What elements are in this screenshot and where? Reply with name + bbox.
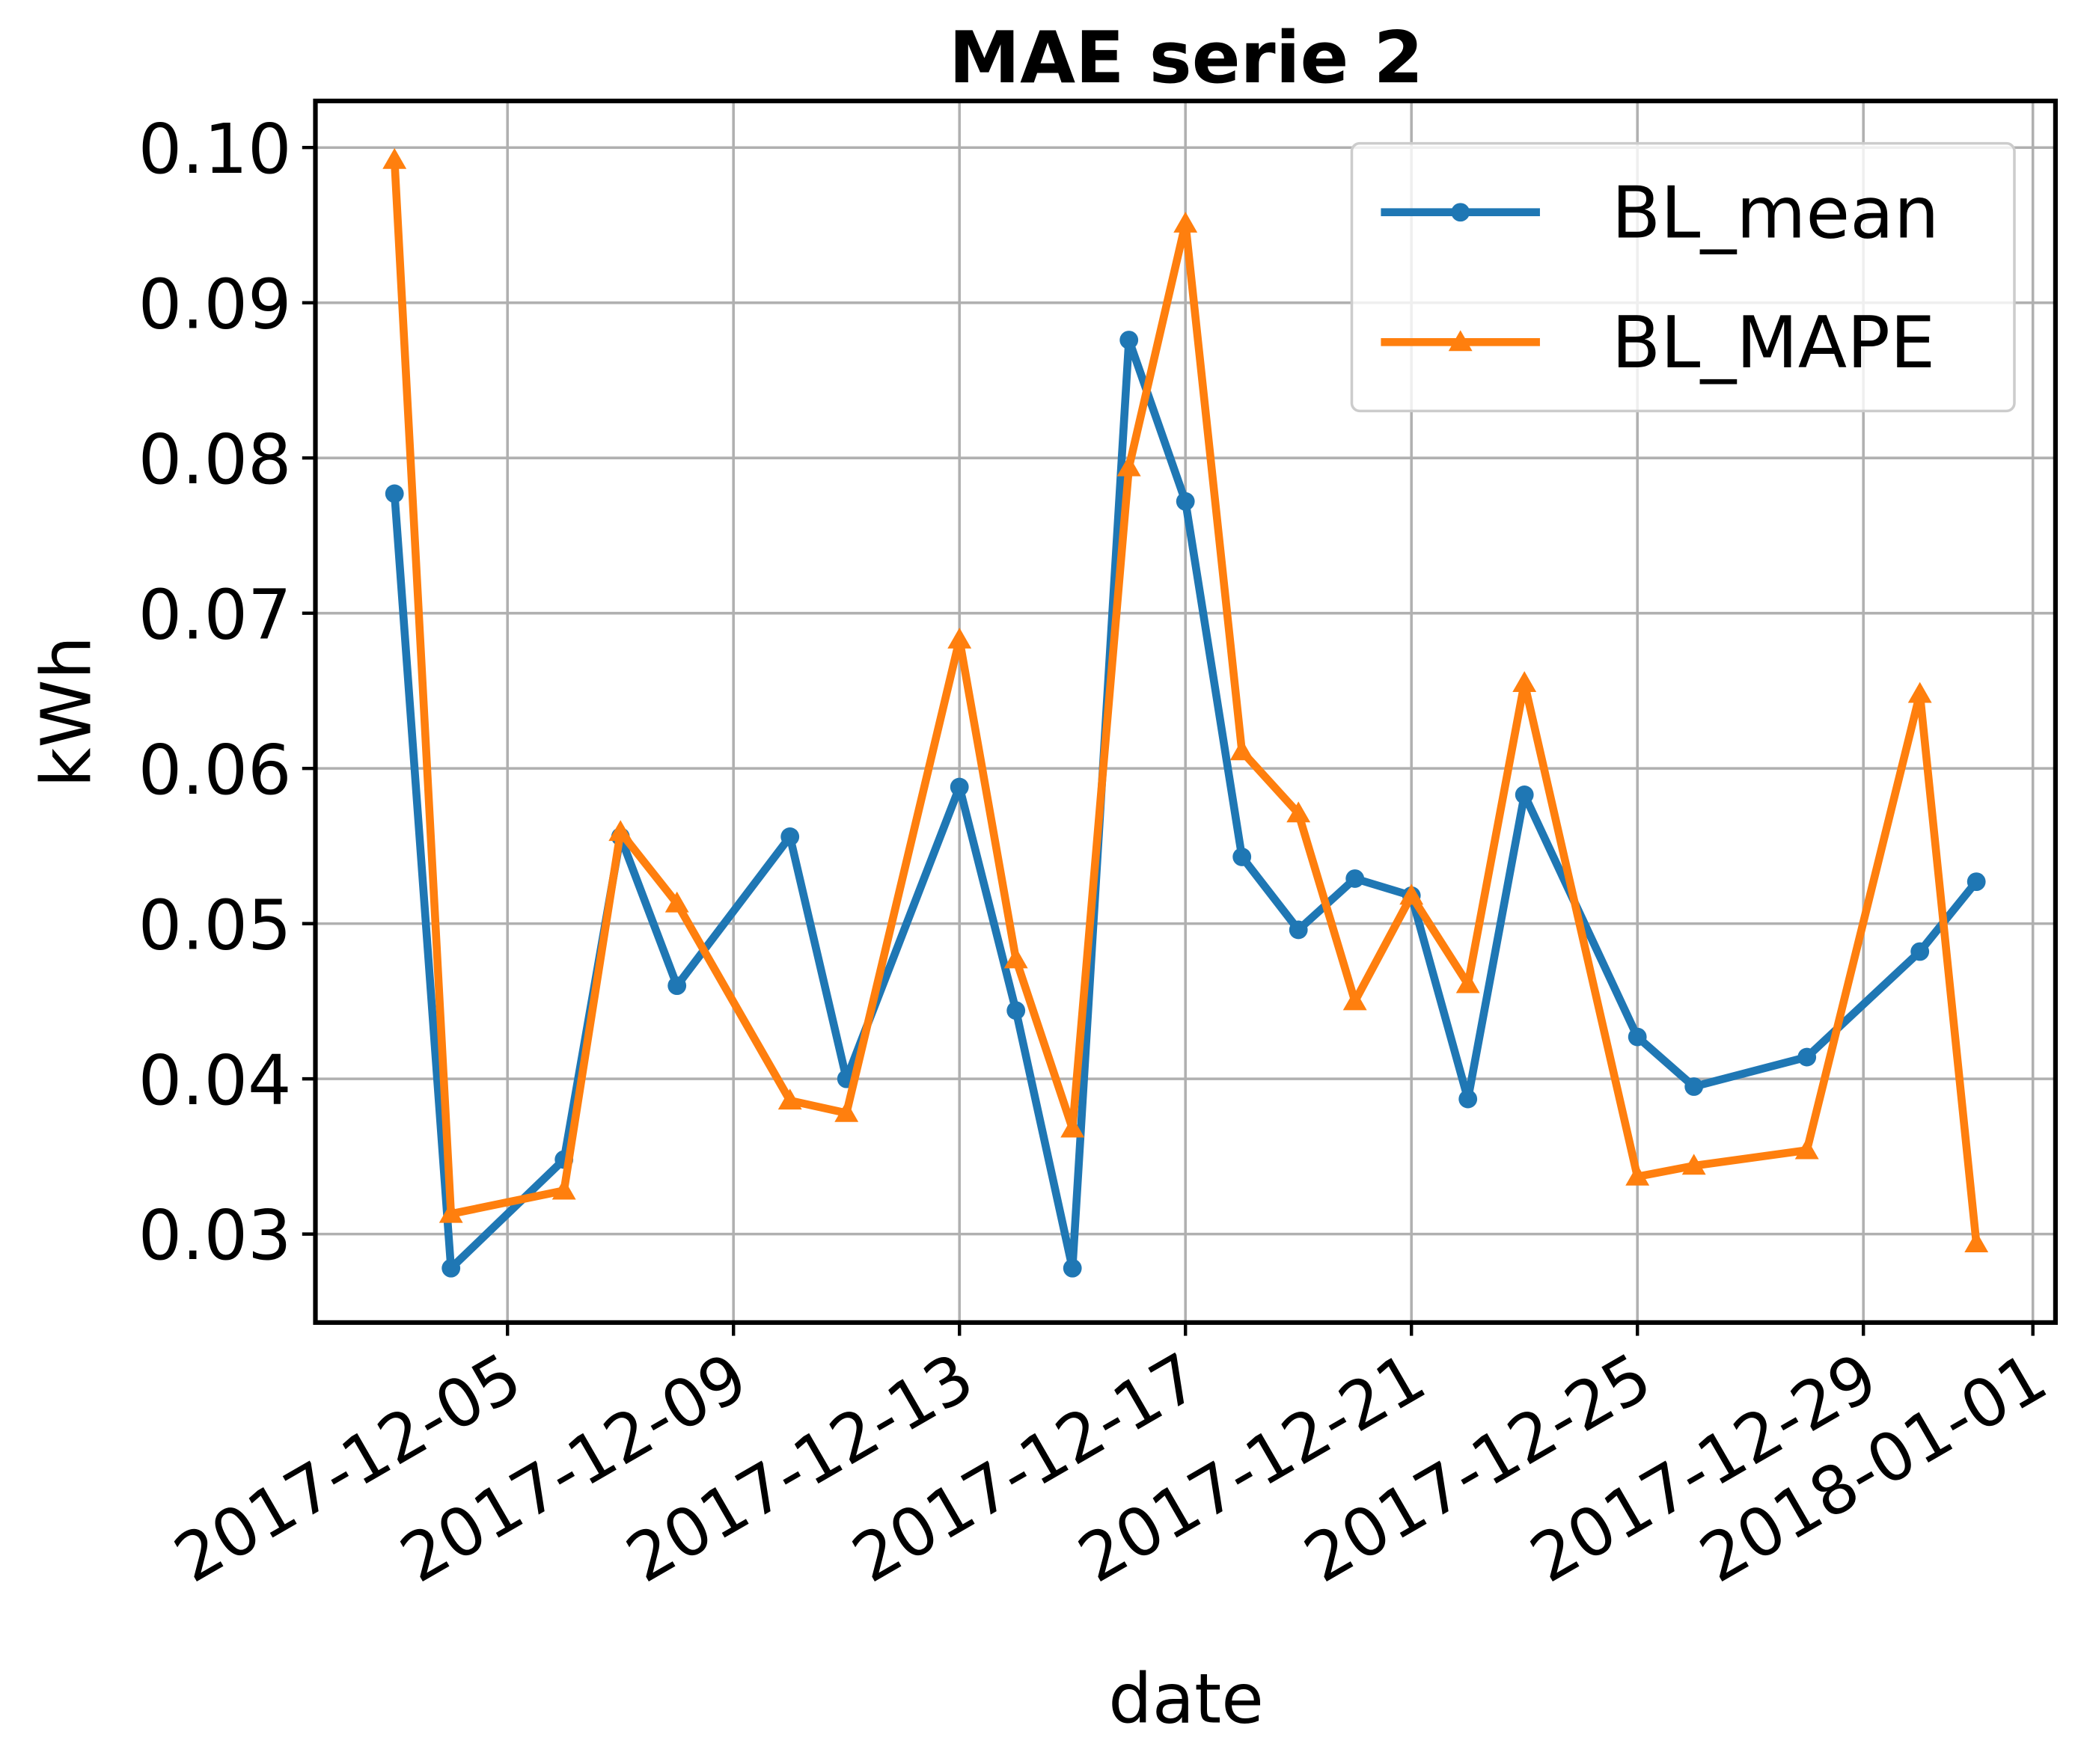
marker (1399, 883, 1424, 905)
legend-label: BL_mean (1612, 171, 1940, 254)
marker (1342, 989, 1367, 1011)
marker (438, 1201, 463, 1223)
marker (1458, 1089, 1478, 1109)
y-tick-label: 0.06 (138, 730, 292, 810)
marker (1176, 491, 1195, 511)
marker (1797, 1047, 1817, 1067)
marker (950, 777, 969, 797)
marker (1684, 1077, 1704, 1096)
marker (608, 820, 633, 842)
marker (1116, 455, 1141, 477)
marker (780, 827, 800, 846)
marker (1455, 972, 1480, 993)
chart-title: MAE serie 2 (949, 16, 1423, 99)
y-tick-label: 0.04 (138, 1041, 292, 1121)
marker (1060, 1116, 1085, 1138)
y-tick-label: 0.03 (138, 1195, 292, 1275)
marker (667, 976, 687, 996)
plot-frame (313, 98, 2058, 1325)
y-tick-label: 0.09 (138, 264, 292, 344)
marker (1910, 942, 1930, 961)
marker (1289, 920, 1308, 940)
marker (385, 484, 404, 503)
marker (777, 1088, 802, 1110)
marker (1907, 682, 1932, 703)
marker (1967, 872, 1986, 892)
y-axis-label: kWh (26, 636, 106, 788)
marker (1681, 1154, 1706, 1175)
marker (1512, 671, 1537, 692)
y-tick-label: 0.07 (138, 575, 292, 655)
marker (1063, 1258, 1082, 1278)
y-tick-label: 0.05 (138, 885, 292, 965)
marker (1286, 801, 1311, 823)
marker (1173, 211, 1198, 233)
y-tick-label: 0.08 (138, 420, 292, 500)
marker (1119, 331, 1139, 349)
marker (1964, 1231, 1989, 1253)
marker (664, 891, 689, 913)
marker (947, 628, 972, 649)
marker (1345, 869, 1365, 888)
marker (1794, 1138, 1819, 1160)
marker (551, 1178, 576, 1200)
marker (441, 1258, 461, 1278)
marker (1515, 785, 1534, 804)
y-tick-label: 0.10 (138, 109, 292, 189)
x-axis-label: date (1108, 1659, 1264, 1739)
marker (1625, 1164, 1650, 1186)
marker (1232, 848, 1252, 866)
marker (1628, 1027, 1647, 1047)
marker (382, 147, 407, 169)
marker (834, 1100, 859, 1122)
legend-marker (1451, 203, 1470, 222)
marker (1229, 739, 1254, 761)
legend-label: BL_MAPE (1612, 301, 1936, 385)
marker (1003, 947, 1028, 969)
legend-marker (1448, 330, 1473, 352)
marker (1006, 1001, 1026, 1020)
